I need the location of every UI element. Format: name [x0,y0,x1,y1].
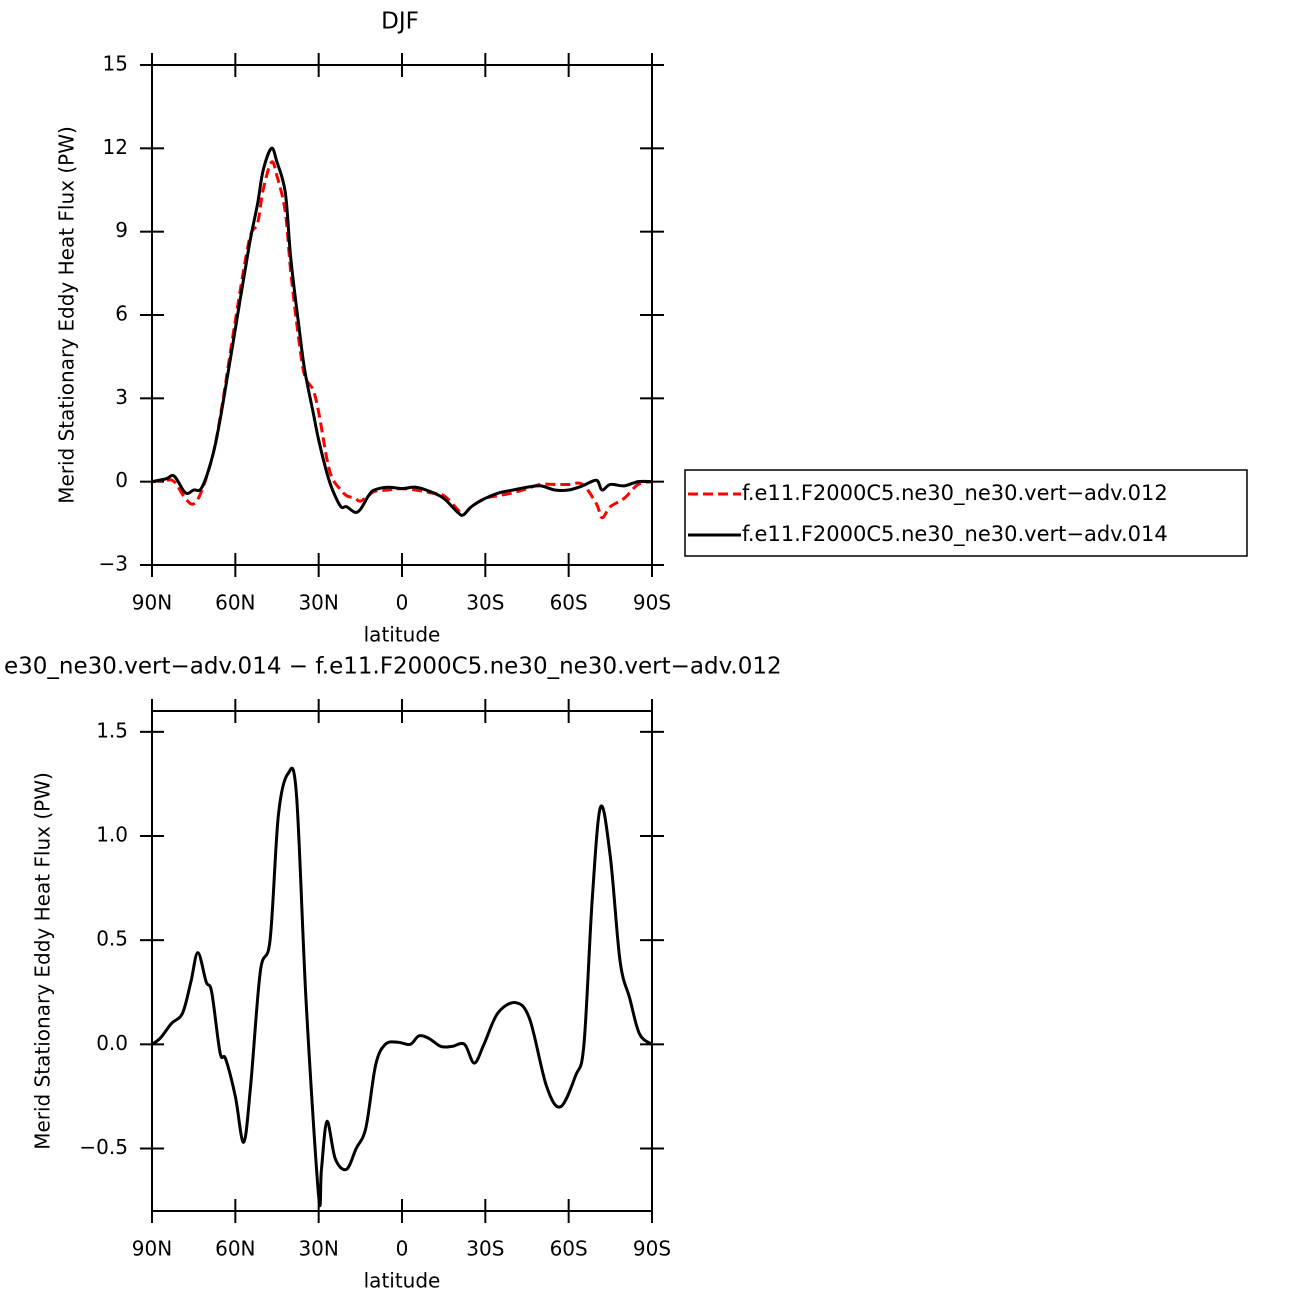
x-tick-label: 90N [132,1237,172,1261]
x-tick-label: 30S [466,1237,504,1261]
y-tick-label: 0 [115,468,128,492]
y-tick-label: 9 [115,218,128,242]
x-tick-label: 60N [215,1237,255,1261]
chart-title: e30_ne30.vert−adv.014 − f.e11.F2000C5.ne… [4,654,782,680]
y-tick-label: −0.5 [79,1135,128,1159]
x-tick-label: 30S [466,591,504,615]
plot-frame [151,710,653,1212]
x-axis-label: latitude [364,1269,441,1293]
x-tick-label: 60S [550,591,588,615]
x-tick-label: 30N [298,1237,338,1261]
y-tick-label: 15 [103,52,128,76]
y-tick-label: 0.0 [96,1031,128,1055]
x-tick-label: 0 [396,591,409,615]
x-tick-label: 0 [396,1237,409,1261]
y-tick-label: 6 [115,302,128,326]
x-tick-label: 30N [298,591,338,615]
chart-title: DJF [381,9,419,35]
y-tick-label: 12 [103,135,128,159]
y-axis-label: Merid Stationary Eddy Heat Flux (PW) [55,126,79,504]
x-tick-label: 90S [633,591,671,615]
x-axis-label: latitude [364,623,441,647]
x-tick-label: 90N [132,591,172,615]
x-tick-label: 90S [633,1237,671,1261]
y-axis-label: Merid Stationary Eddy Heat Flux (PW) [31,772,55,1150]
x-tick-label: 60N [215,591,255,615]
x-tick-label: 60S [550,1237,588,1261]
y-tick-label: −3 [99,552,128,576]
legend-label: f.e11.F2000C5.ne30_ne30.vert−adv.012 [742,481,1168,506]
y-tick-label: 1.5 [96,718,128,742]
y-tick-label: 3 [115,385,128,409]
legend-box [684,469,1248,557]
data-line [151,766,653,1207]
data-line [151,146,653,517]
legend-label: f.e11.F2000C5.ne30_ne30.vert−adv.014 [742,522,1168,547]
y-tick-label: 0.5 [96,927,128,951]
y-tick-label: 1.0 [96,823,128,847]
data-line [151,160,653,520]
